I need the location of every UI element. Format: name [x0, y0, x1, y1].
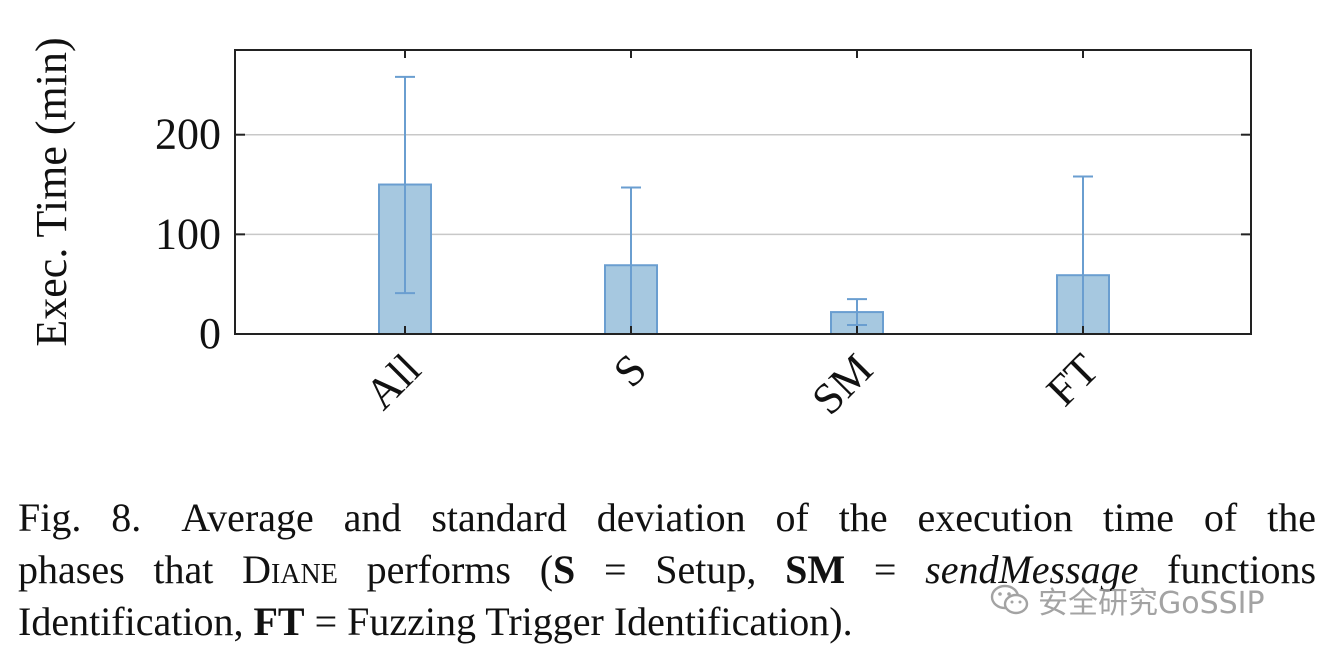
caption-text-2b: performs ( [337, 547, 554, 592]
watermark: 安全研究GoSSIP [990, 578, 1310, 622]
caption-text-2a: phases that [18, 547, 243, 592]
caption-text-1: Average and standard deviation of the ex… [181, 495, 1316, 540]
def-s: = Setup, [575, 547, 786, 592]
x-tick-label-s: S [604, 344, 656, 396]
abbr-ft: FT [253, 599, 305, 644]
func-sendmessage: sendMessage [925, 547, 1139, 592]
y-tick-label: 0 [199, 309, 221, 358]
caption-prefix: Fig. 8. [18, 495, 142, 540]
y-ticks: 0 100 200 [155, 110, 1251, 358]
def-ft: = Fuzzing Trigger Identification). [304, 599, 853, 644]
caption-line-3: Identification, FT = Fuzzing Trigger Ide… [18, 596, 1316, 648]
y-tick-label: 200 [155, 110, 221, 159]
y-axis-label: Exec. Time (min) [27, 37, 76, 346]
wechat-icon [990, 584, 1029, 615]
abbr-sm: SM [785, 547, 846, 592]
bar-chart: 0 100 200 All S SM FT Exec. Time (min) [27, 37, 1252, 424]
def-sm: functions [1138, 547, 1317, 592]
y-tick-label: 100 [155, 209, 221, 258]
figure-caption: Fig. 8. Average and standard deviation o… [18, 492, 1316, 648]
watermark-text: 安全研究GoSSIP [1038, 586, 1265, 621]
tool-name: Diane [242, 547, 338, 592]
sm-eq: = [845, 547, 926, 592]
x-tick-label-all: All [356, 344, 430, 418]
error-bars [395, 75, 1093, 334]
plot-frame [234, 49, 1252, 335]
abbr-s: S [553, 547, 576, 592]
caption-line-1: Fig. 8. Average and standard deviation o… [18, 492, 1316, 544]
x-tick-label-sm: SM [802, 344, 882, 424]
caption-line-2: phases that Diane performs (S = Setup, S… [18, 544, 1316, 596]
bars [378, 183, 1110, 336]
caption-text-3a: Identification, [18, 599, 254, 644]
x-ticks: All S SM FT [356, 50, 1108, 424]
x-tick-label-ft: FT [1037, 344, 1108, 415]
